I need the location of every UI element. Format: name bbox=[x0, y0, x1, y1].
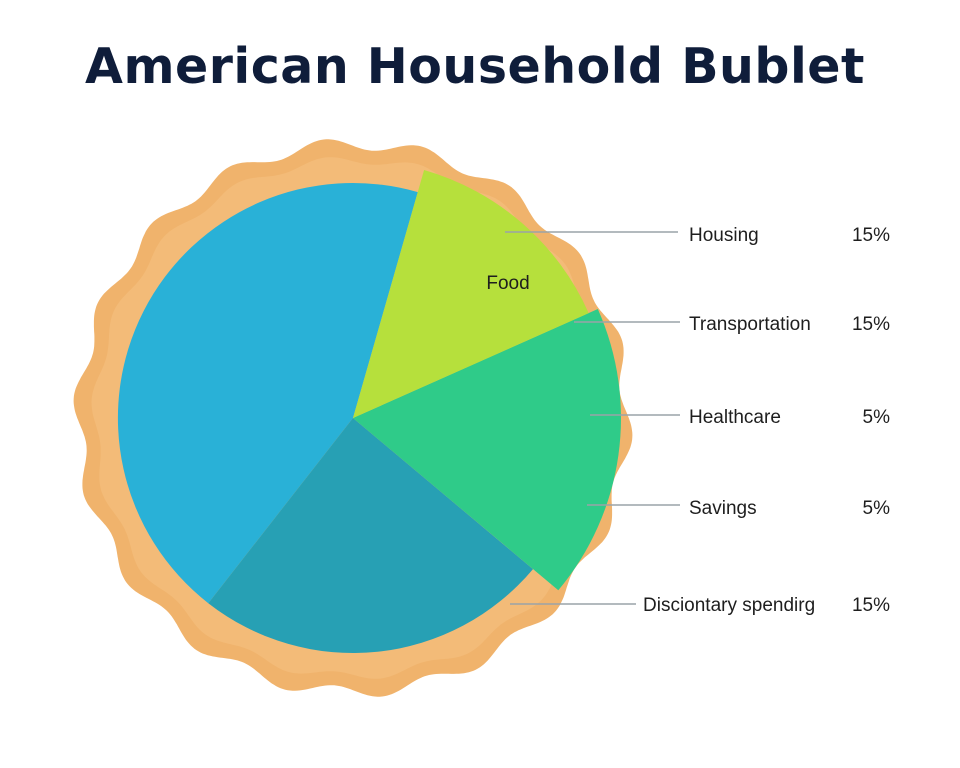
legend-label: Disciontary spendirg bbox=[643, 595, 815, 616]
pie-slice-unlabeled-3 bbox=[353, 309, 621, 591]
leader-lines bbox=[505, 231, 680, 605]
legend-label: Transportation bbox=[689, 314, 811, 335]
pie-slice-unlabeled-1 bbox=[117, 182, 418, 604]
legend-value: 15% bbox=[852, 595, 890, 616]
legend-label: Housing bbox=[689, 225, 759, 246]
legend-value: 5% bbox=[863, 498, 891, 519]
legend-value: 15% bbox=[852, 225, 890, 246]
legend-value: 15% bbox=[852, 314, 890, 335]
legend-value: 5% bbox=[863, 407, 891, 428]
legend: Housing 15% Transportation 15% Healthcare 5% S… bbox=[643, 225, 890, 616]
legend-label: Healthcare bbox=[689, 407, 781, 428]
legend-label: Savings bbox=[689, 498, 757, 519]
slice-label-food: Food bbox=[486, 273, 529, 294]
chart-title: American Household Bublet bbox=[85, 38, 865, 95]
pie-slice-unlabeled-2 bbox=[208, 418, 534, 654]
